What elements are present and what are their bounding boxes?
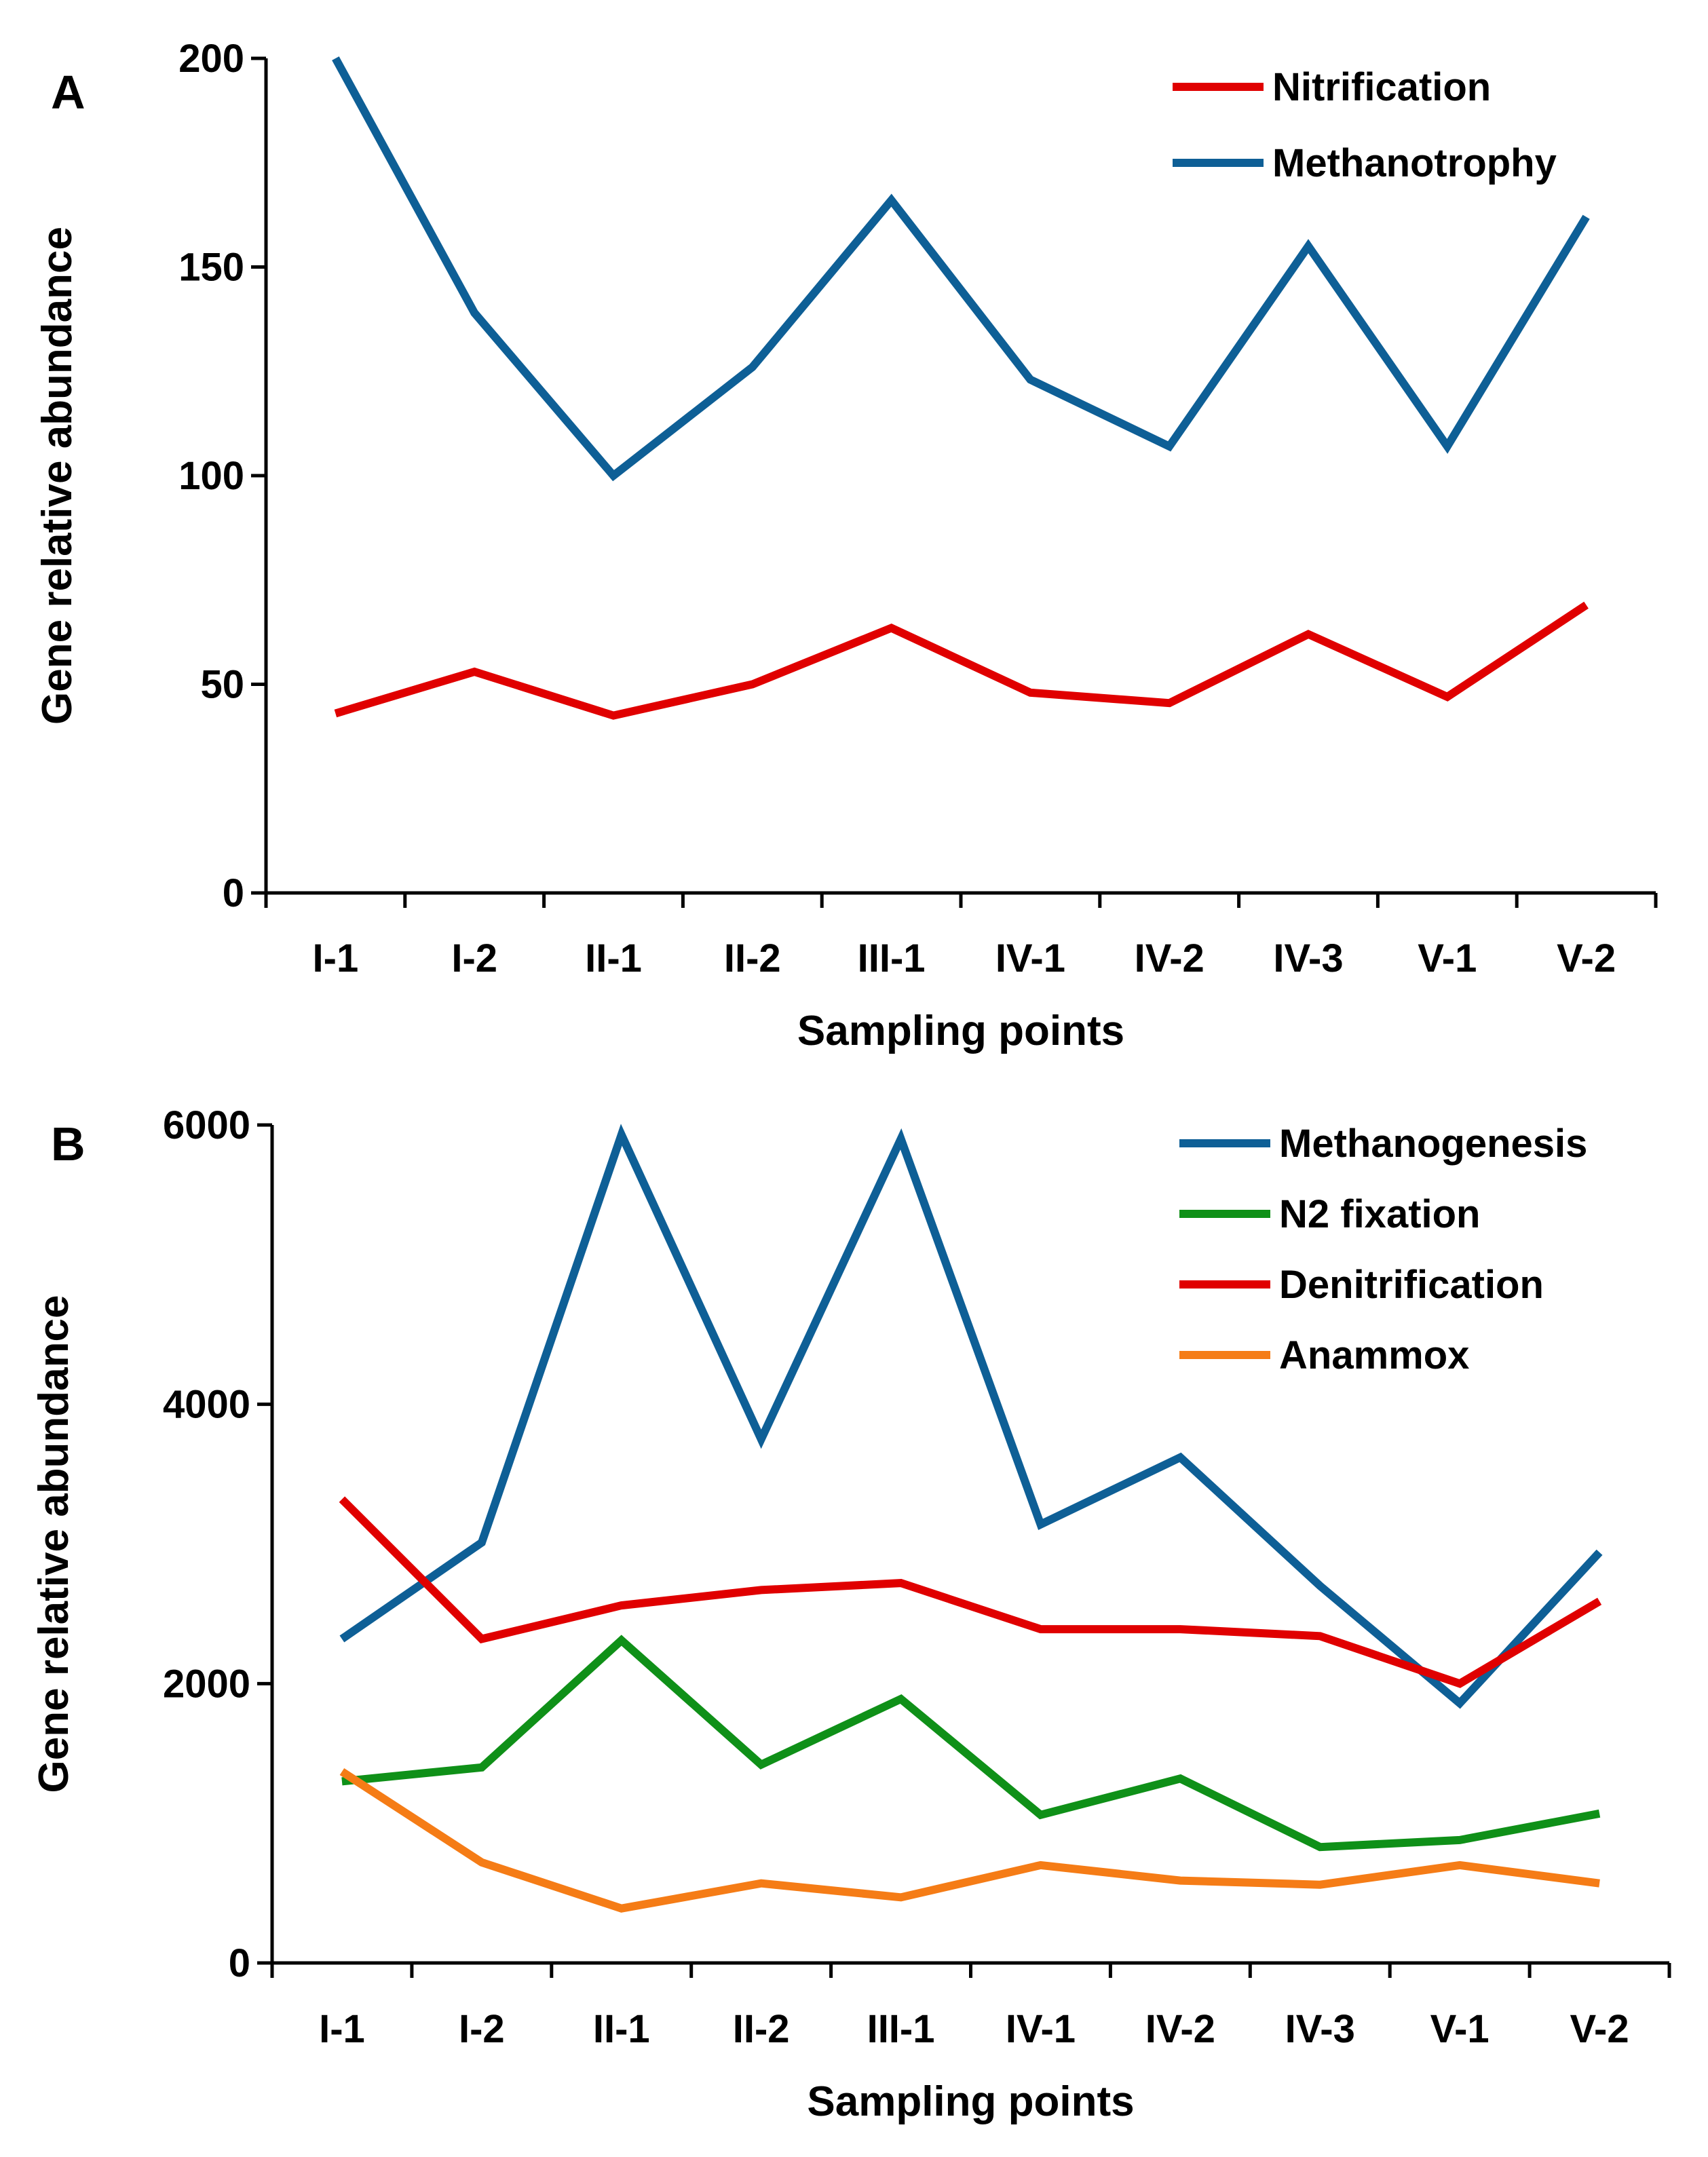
x-tick-label: II-1 [585,936,642,980]
x-tick-label: I-1 [319,2007,365,2051]
x-tick-label: I-1 [313,936,359,980]
series-line-methanogenesis [339,1124,1603,1709]
series-line-n2-fixation [341,1635,1601,1852]
legend-label-methanotrophy: Methanotrophy [1272,141,1557,185]
y-tick-label: 0 [229,1941,250,1985]
y-tick-label: 4000 [163,1383,250,1427]
x-tick-label: IV-3 [1273,936,1343,980]
panel-a-line-chart: A 0 50 100 150 200 I-1 I-2 II-1 II-2 III-1 IV-1 IV-2… [34,37,1658,1054]
x-tick-label: V-2 [1570,2007,1629,2051]
legend-label-methanogenesis: Methanogenesis [1279,1122,1587,1166]
y-tick-label: 2000 [163,1662,250,1706]
panel-b-line-chart: B 0 2000 4000 6000 I-1 I-2 II-1 II-2 III-1 IV-1 IV-… [31,1103,1671,2125]
x-tick-label: II-2 [724,936,781,980]
y-tick-label: 150 [178,246,244,290]
y-tick-label: 50 [200,663,244,707]
x-tick-label: IV-1 [1006,2007,1076,2051]
series-line-nitrification [334,601,1589,720]
x-tick-label: IV-1 [995,936,1065,980]
x-tick-label: III-1 [867,2007,935,2051]
y-axis-title: Gene relative abundance [34,227,81,725]
legend-label-n2-fixation: N2 fixation [1279,1192,1481,1236]
x-tick-label: IV-3 [1285,2007,1355,2051]
x-tick-label: V-1 [1418,936,1477,980]
x-tick-label: III-1 [858,936,926,980]
y-axis-title: Gene relative abundance [31,1295,77,1793]
x-tick-label: I-2 [459,2007,505,2051]
x-tick-label: V-2 [1557,936,1616,980]
panel-letter: B [51,1118,86,1170]
x-tick-label: II-1 [593,2007,650,2051]
legend-label-nitrification: Nitrification [1272,65,1491,109]
legend-label-anammox: Anammox [1279,1333,1469,1377]
x-tick-label: I-2 [451,936,497,980]
y-tick-label: 6000 [163,1103,250,1147]
y-tick-label: 100 [178,454,244,498]
x-axis-title: Sampling points [807,2078,1134,2125]
series-line-denitrification [339,1496,1602,1688]
series-line-methanotrophy [332,56,1590,482]
legend-label-denitrification: Denitrification [1279,1263,1544,1307]
x-tick-label: IV-2 [1145,2007,1215,2051]
y-tick-label: 200 [178,37,244,81]
series-line-anammox [339,1768,1600,1913]
y-tick-label: 0 [223,871,244,915]
x-axis-title: Sampling points [797,1008,1124,1054]
x-tick-label: II-2 [733,2007,790,2051]
panel-letter: A [51,66,86,119]
x-tick-label: V-1 [1430,2007,1489,2051]
x-tick-label: IV-2 [1135,936,1204,980]
